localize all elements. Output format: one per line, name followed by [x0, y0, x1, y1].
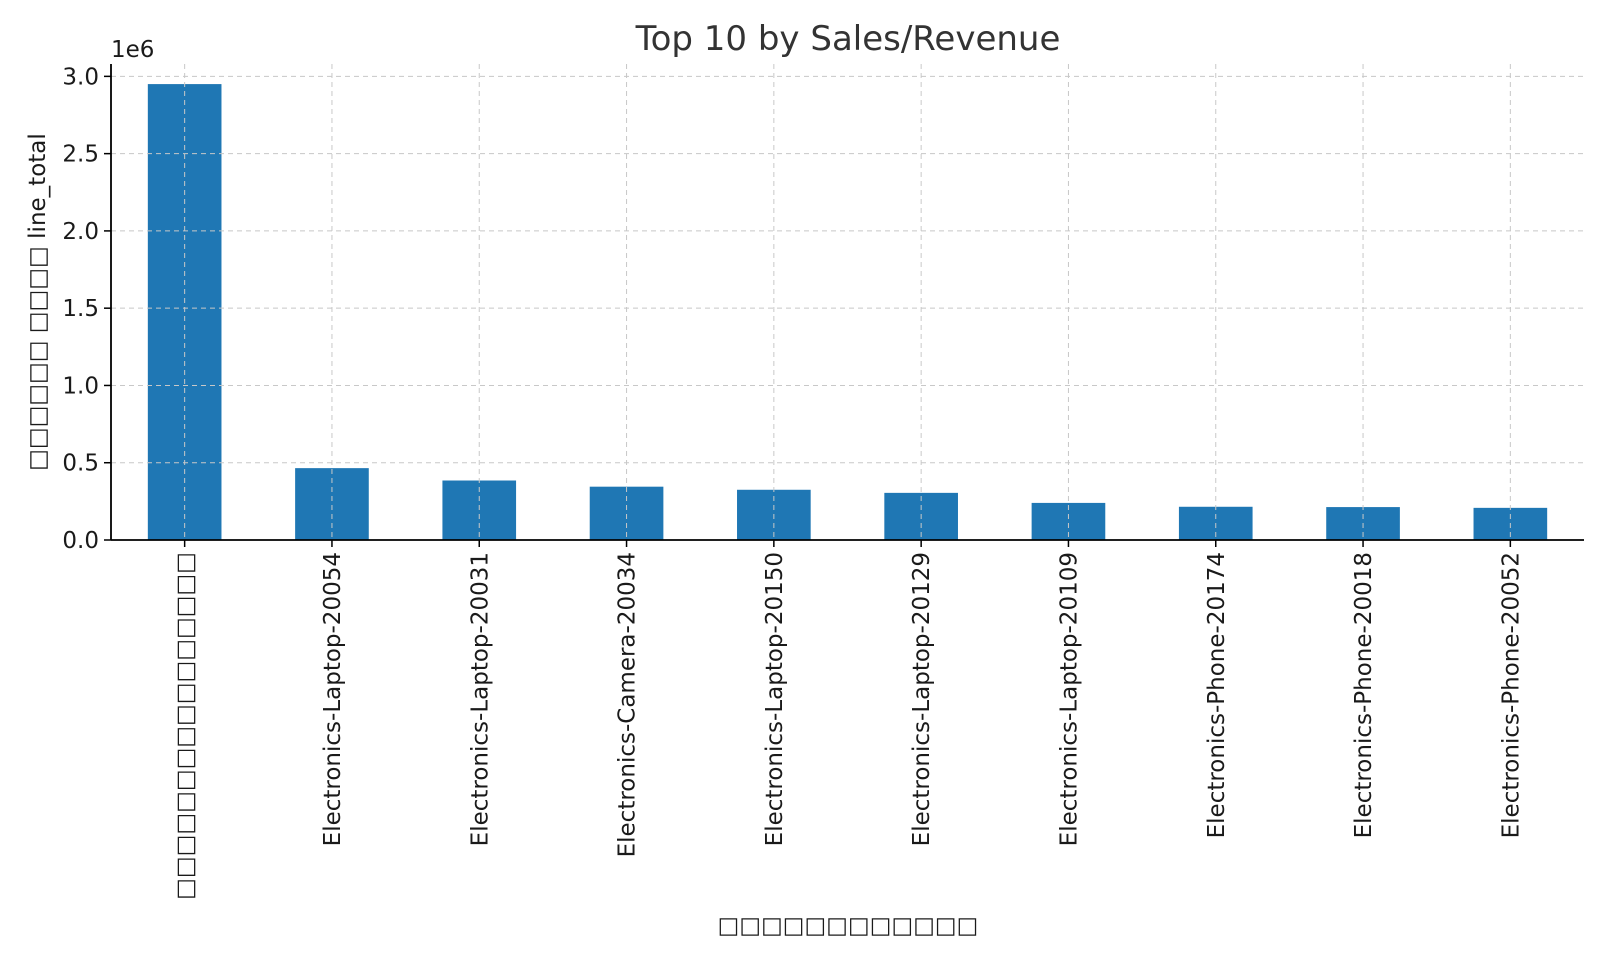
y-tick-label: 3.0 — [62, 64, 99, 90]
x-axis-label: □□□□□□□□□□□□ — [718, 913, 979, 939]
tick-labels: 0.0 0.5 1.0 1.5 2.0 2.5 3.0 □□□□□□□□□□□□□□□□ Ele… — [62, 64, 1524, 899]
x-tick-label: Electronics-Phone-20174 — [1204, 552, 1230, 838]
x-tick-label: Electronics-Phone-20018 — [1351, 552, 1377, 838]
y-tick-label: 0.5 — [62, 451, 99, 477]
x-tick-label: Electronics-Phone-20052 — [1498, 552, 1524, 838]
y-tick-label: 2.0 — [62, 219, 99, 245]
y-tick-label: 0.0 — [62, 528, 99, 554]
y-axis-offset-label: 1e6 — [111, 37, 154, 63]
y-tick-label: 1.0 — [62, 373, 99, 399]
x-tick-label: Electronics-Laptop-20129 — [909, 552, 935, 846]
axes — [104, 64, 1584, 547]
bars — [147, 84, 1548, 540]
x-tick-label: Electronics-Laptop-20150 — [762, 552, 788, 846]
bar-4 — [589, 486, 664, 540]
x-tick-label: Electronics-Camera-20034 — [615, 552, 641, 857]
y-tick-label: 2.5 — [62, 142, 99, 168]
x-tick-label: Electronics-Laptop-20054 — [320, 552, 346, 846]
x-tick-label: Electronics-Laptop-20031 — [467, 552, 493, 846]
x-tick-label: Electronics-Laptop-20109 — [1056, 552, 1082, 846]
x-tick-label: □□□□□□□□□□□□□□□□ — [173, 552, 199, 900]
chart-title: Top 10 by Sales/Revenue — [635, 19, 1061, 59]
y-tick-label: 1.5 — [62, 296, 99, 322]
y-axis-label: □□□□□□ □□□□ line_total — [25, 133, 51, 471]
